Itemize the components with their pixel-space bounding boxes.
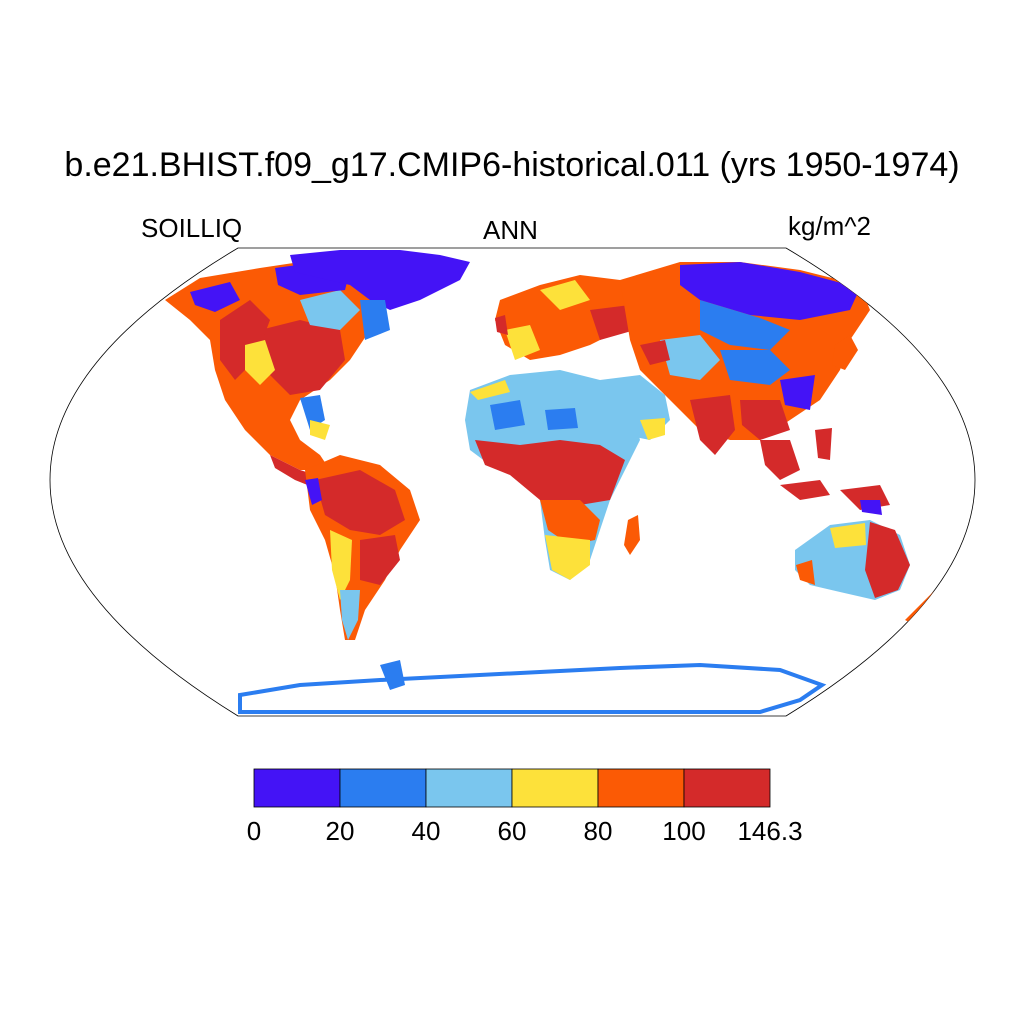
colorbar-box-2 [425,768,513,808]
japan [832,335,858,370]
colorbar-tick-0: 0 [246,816,262,846]
colorbar-tick-3: 60 [497,816,527,846]
madagascar [624,515,640,555]
europe [495,275,640,360]
antarctica [238,660,827,714]
colorbar-tick-2: 40 [411,816,441,846]
colorbar-tick-1: 20 [325,816,355,846]
colorbar-box-3 [511,768,599,808]
asia [620,262,870,455]
colorbar-tick-6: 146.3 [737,816,803,846]
colorbar-box-0 [253,768,341,808]
south-america [305,455,420,640]
greenland [290,250,470,340]
arabian-peninsula [600,375,670,440]
australia [795,520,910,600]
variable-label: SOILLIQ [141,213,243,243]
colorbar-box-5 [683,768,771,808]
colorbar-box-4 [597,768,685,808]
units-label: kg/m^2 [788,211,872,241]
colorbar-tick-5: 100 [662,816,706,846]
africa [465,370,640,580]
plot-title: b.e21.BHIST.f09_g17.CMIP6-historical.011… [64,146,960,184]
colorbar-tick-4: 80 [583,816,613,846]
colorbar-box-1 [339,768,427,808]
season-label: ANN [483,215,538,245]
southeast-asia [760,428,890,515]
